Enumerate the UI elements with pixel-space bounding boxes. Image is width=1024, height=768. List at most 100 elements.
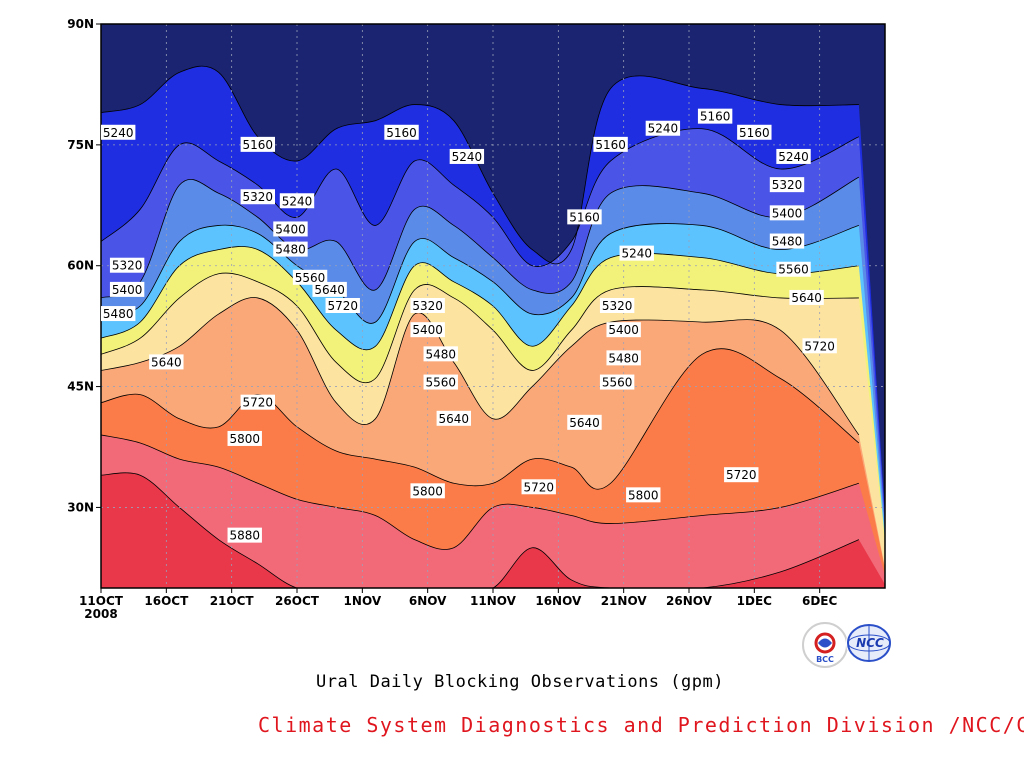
contour-label-text: 5400 — [112, 283, 143, 297]
contour-label-bg — [769, 233, 805, 249]
contour-label: 5160 — [737, 124, 772, 140]
contour-label-text: 5640 — [314, 283, 345, 297]
contour-label: 5240 — [449, 148, 485, 164]
contour-label-text: 5240 — [621, 247, 652, 261]
contour-label-text: 5480 — [275, 243, 306, 257]
contour-label: 5640 — [789, 289, 824, 305]
contour-label-bg — [149, 354, 184, 370]
contour-label: 5480 — [423, 346, 458, 362]
contour-label: 5720 — [240, 394, 275, 410]
bcc-logo: BCC — [802, 622, 848, 668]
contour-label-bg — [312, 281, 347, 297]
contour-label: 5640 — [312, 281, 347, 297]
ncc-emblem-icon: NCC — [847, 624, 891, 662]
contour-label: 5720 — [724, 467, 759, 483]
bcc-logo-text: BCC — [816, 655, 834, 664]
contour-label-text: 5560 — [295, 271, 326, 285]
contour-label: 5160 — [697, 108, 733, 124]
contour-label-bg — [567, 414, 602, 430]
contour-label-bg — [776, 261, 811, 277]
contour-label: 5400 — [769, 205, 805, 221]
contour-label-bg — [593, 136, 628, 152]
grid-lines — [101, 24, 885, 588]
contour-label: 5480 — [101, 306, 136, 322]
contour-label: 5160 — [593, 136, 628, 152]
contour-label-bg — [325, 298, 360, 313]
contour-label-bg — [724, 467, 759, 483]
contour-label-text: 5480 — [103, 307, 134, 321]
contour-label-bg — [567, 209, 602, 225]
x-tick-21NOV: 21NOV — [601, 594, 648, 608]
contour-label-text: 5560 — [425, 376, 456, 390]
contour-label: 5720 — [802, 338, 837, 354]
contour-label-bg — [273, 241, 308, 257]
contour-label-bg — [599, 298, 635, 313]
contour-label: 5720 — [521, 479, 556, 495]
contour-label-text: 5640 — [791, 291, 822, 305]
x-axis: 11OCT 16OCT 21OCT 26OCT 1NOV 6NOV 11NOV 16NOV 21… — [79, 588, 838, 621]
contour-label: 5400 — [273, 221, 308, 237]
contour-label-text: 5800 — [229, 432, 260, 446]
contour-label-text: 5640 — [439, 412, 470, 426]
contour-label-text: 5640 — [569, 416, 600, 430]
contour-label-text: 5720 — [523, 480, 554, 494]
contour-label-text: 5320 — [602, 299, 633, 313]
band-5880 — [101, 472, 885, 588]
contour-label: 5400 — [606, 322, 641, 338]
contour-line-5720 — [101, 348, 860, 490]
contour-label: 5400 — [109, 281, 145, 297]
contour-label-bg — [645, 120, 681, 136]
contour-label-bg — [240, 189, 275, 205]
contour-label: 5320 — [109, 257, 145, 273]
contour-label: 5400 — [410, 322, 445, 338]
contour-label-text: 5160 — [243, 138, 274, 152]
contour-label: 5480 — [273, 241, 308, 257]
contour-label-bg — [776, 148, 811, 164]
contour-label-bg — [599, 374, 635, 390]
contour-label: 5720 — [325, 298, 360, 313]
contour-line-5400 — [101, 223, 859, 324]
contour-label-text: 5400 — [412, 323, 443, 337]
contour-label: 5640 — [567, 414, 602, 430]
contour-label-text: 5320 — [112, 259, 143, 273]
contour-label-text: 5160 — [739, 126, 770, 140]
contour-label-bg — [384, 124, 419, 140]
ncc-logo: NCC — [846, 622, 892, 664]
contour-label-text: 5240 — [282, 194, 313, 208]
contour-label-text: 5560 — [602, 376, 633, 390]
x-tick-1DEC: 1DEC — [737, 594, 773, 608]
contour-label-text: 5320 — [243, 190, 274, 204]
contour-line-5320 — [101, 176, 860, 299]
contour-label-text: 5560 — [778, 263, 809, 277]
chart-caption: Ural Daily Blocking Observations (gpm) — [316, 672, 724, 692]
y-tick-60N: 60N — [67, 259, 94, 273]
contour-label-bg — [436, 410, 471, 426]
contour-label-text: 5880 — [229, 529, 260, 543]
contour-line-5480 — [101, 246, 859, 351]
footer-credit: Climate System Diagnostics and Predictio… — [258, 713, 1024, 737]
x-tick-11OCT: 11OCT — [79, 594, 124, 608]
x-tick-16NOV: 16NOV — [535, 594, 582, 608]
contour-label: 5560 — [423, 374, 458, 390]
contour-label-text: 5800 — [412, 484, 443, 498]
contour-line-5560 — [101, 272, 859, 384]
contour-label-text: 5640 — [151, 355, 182, 369]
contour-label-text: 5800 — [628, 488, 659, 502]
contour-label-bg — [101, 306, 136, 322]
contour-label-bg — [240, 136, 275, 152]
contour-line-5160 — [101, 65, 859, 265]
y-tick-75N: 75N — [67, 138, 94, 152]
contour-label: 5160 — [384, 124, 419, 140]
contour-label-text: 5400 — [608, 323, 639, 337]
contour-label-bg — [619, 245, 654, 261]
contour-label-bg — [101, 124, 136, 140]
contour-label-text: 5240 — [778, 150, 809, 164]
contour-label: 5640 — [149, 354, 184, 370]
y-tick-90N: 90N — [67, 17, 94, 31]
contour-label-bg — [626, 487, 661, 503]
contour-label: 5320 — [769, 177, 805, 193]
contour-label: 5320 — [240, 189, 275, 205]
contour-label-text: 5320 — [772, 178, 803, 192]
contour-label-bg — [789, 289, 824, 305]
